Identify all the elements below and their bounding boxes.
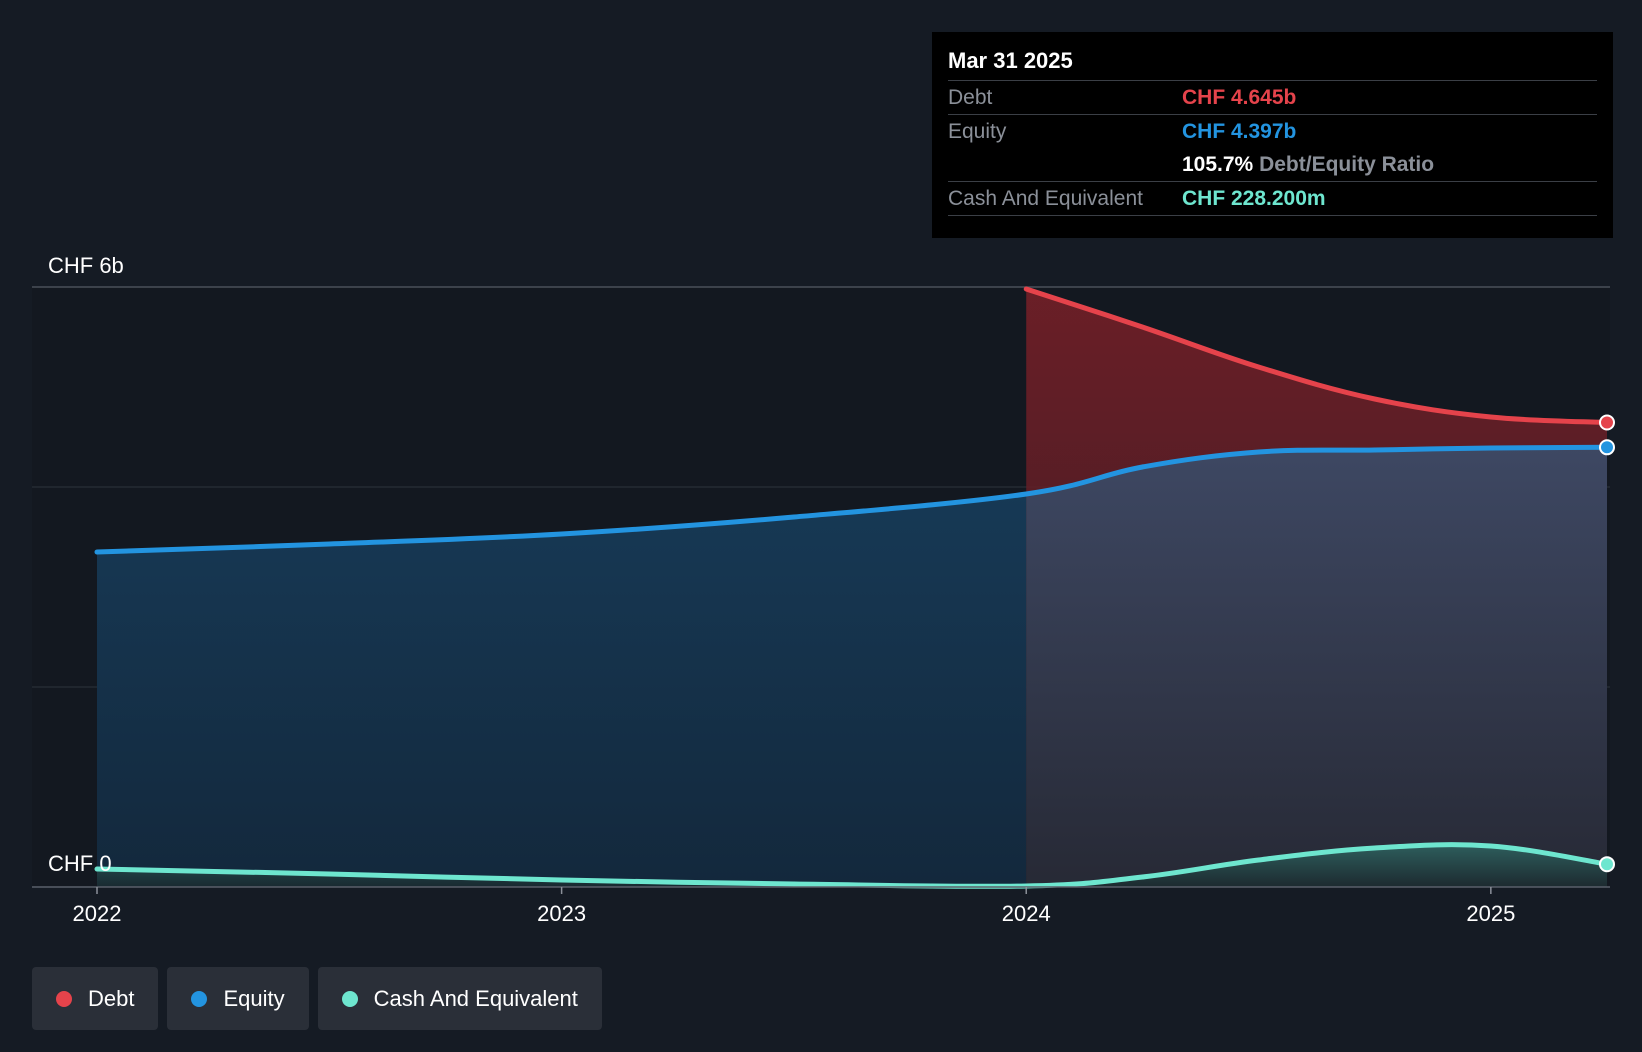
tooltip-date: Mar 31 2025	[948, 46, 1597, 81]
x-tick-label-2025: 2025	[1466, 901, 1515, 926]
data-tooltip: Mar 31 2025 Debt CHF 4.645b Equity CHF 4…	[932, 32, 1613, 238]
legend-item-cash[interactable]: Cash And Equivalent	[317, 967, 602, 1030]
tooltip-ratio: 105.7% Debt/Equity Ratio	[1182, 148, 1434, 181]
equity-line	[94, 444, 1610, 555]
equity-area-left	[97, 493, 1027, 887]
legend-label-equity: Equity	[223, 985, 285, 1011]
cash-area	[97, 844, 1607, 887]
tooltip-value-debt: CHF 4.645b	[1182, 86, 1297, 109]
tooltip-value-equity: CHF 4.397b	[1182, 120, 1297, 143]
equity-end-marker	[1599, 439, 1615, 456]
debt-line	[1023, 286, 1610, 425]
legend-dot-cash	[341, 990, 358, 1007]
y-tick-label-max: CHF 6b	[48, 253, 124, 278]
x-tick-label-2024: 2024	[1002, 901, 1051, 926]
equity-area-right	[1026, 447, 1607, 887]
legend-dot-equity	[191, 990, 208, 1007]
tooltip-row-cash: Cash And Equivalent CHF 228.200m	[948, 182, 1597, 216]
legend-item-equity[interactable]: Equity	[167, 967, 309, 1030]
cash-end-marker	[1599, 856, 1615, 873]
tooltip-label-debt: Debt	[948, 86, 993, 109]
legend-label-debt: Debt	[88, 985, 135, 1011]
x-tick-label-2023: 2023	[537, 901, 586, 926]
tooltip-label-cash: Cash And Equivalent	[948, 187, 1143, 210]
tooltip-label-equity: Equity	[948, 120, 1007, 143]
legend-label-cash: Cash And Equivalent	[373, 985, 578, 1011]
tooltip-row-debt: Debt CHF 4.645b	[948, 81, 1597, 115]
tooltip-ratio-suffix: Debt/Equity Ratio	[1259, 153, 1435, 176]
tooltip-value-cash: CHF 228.200m	[1182, 187, 1326, 210]
tooltip-row-ratio: 105.7% Debt/Equity Ratio	[948, 148, 1597, 182]
tooltip-row-equity: Equity CHF 4.397b	[948, 115, 1597, 148]
y-tick-label-zero: CHF 0	[48, 851, 112, 876]
chart-legend: Debt Equity Cash And Equivalent	[32, 967, 602, 1030]
tooltip-value-ratio: 105.7%	[1182, 153, 1254, 176]
legend-dot-debt	[56, 990, 72, 1007]
x-tick-label-2022: 2022	[73, 901, 122, 926]
tooltip-label-ratio	[948, 148, 1182, 181]
debt-end-marker	[1599, 414, 1615, 431]
legend-item-debt[interactable]: Debt	[32, 967, 159, 1030]
